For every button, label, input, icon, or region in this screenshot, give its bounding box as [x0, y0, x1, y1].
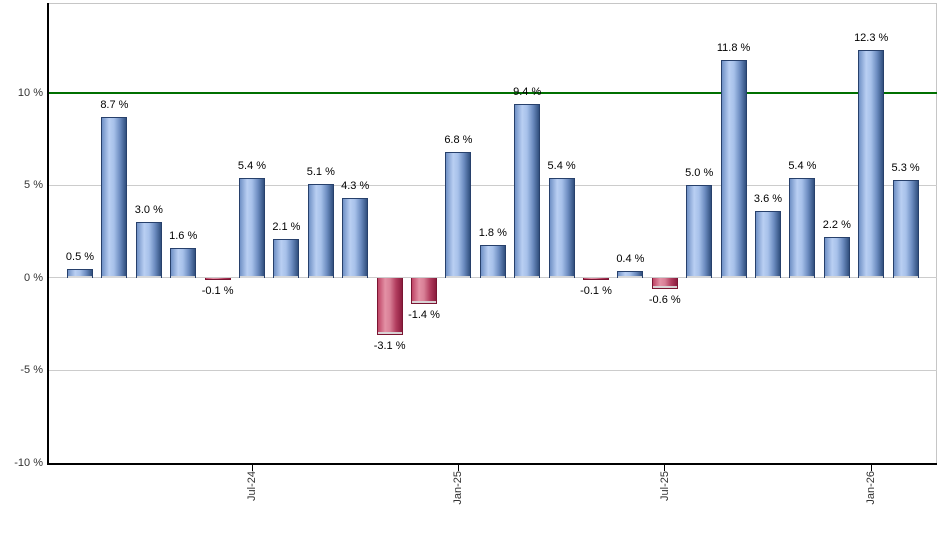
bar-bottom-cap	[721, 275, 746, 278]
x-tick-mark	[870, 465, 872, 471]
bar-bottom-cap	[343, 275, 368, 278]
bar	[376, 277, 403, 336]
bar-bottom-cap	[515, 275, 540, 278]
y-tick-label: 5 %	[24, 179, 43, 192]
x-tick-label: Jan-26	[865, 471, 878, 505]
bar	[479, 244, 506, 278]
bar	[411, 277, 437, 304]
bar-value-label: 2.1 %	[272, 221, 301, 234]
bar-value-label: -1.4 %	[408, 308, 440, 321]
bar-value-label: 5.1 %	[306, 165, 335, 178]
bar-value-label: 5.4 %	[788, 159, 817, 172]
bar-value-label: 4.3 %	[341, 180, 370, 193]
bar-bottom-cap	[136, 275, 161, 278]
bar-value-label: 1.6 %	[169, 230, 198, 243]
bar-bottom-cap	[893, 275, 918, 278]
bar-bottom-cap	[377, 332, 402, 335]
bar	[342, 198, 369, 278]
bar-bottom-cap	[687, 275, 712, 278]
y-tick-label: -5 %	[20, 364, 43, 377]
bar	[755, 211, 781, 278]
bar-value-label: -3.1 %	[373, 340, 406, 353]
bar-bottom-cap	[171, 275, 196, 278]
bar	[617, 270, 644, 278]
bar-value-label: 8.7 %	[100, 98, 129, 111]
x-tick-label: Jul-25	[658, 471, 671, 501]
gridline-0pct	[49, 277, 937, 279]
gridline--5pct	[49, 369, 937, 371]
bar-value-label: 9.4 %	[513, 85, 542, 98]
bar-bottom-cap	[446, 275, 471, 278]
bar	[858, 50, 885, 278]
bar	[273, 239, 300, 278]
bar-bottom-cap	[652, 286, 677, 288]
y-tick-label: 0 %	[24, 271, 43, 284]
bar-value-label: -0.1 %	[201, 284, 234, 297]
bar	[720, 59, 747, 278]
bar-bottom-cap	[790, 275, 815, 278]
bar	[789, 177, 816, 278]
bar-bottom-cap	[549, 275, 574, 278]
bar-bottom-cap	[859, 275, 884, 278]
bar	[892, 179, 919, 278]
y-axis-line	[47, 3, 49, 465]
bar	[583, 277, 609, 280]
x-tick-mark	[251, 465, 253, 471]
bar	[101, 116, 128, 278]
bar	[170, 248, 197, 278]
x-tick-label: Jul-24	[246, 471, 258, 501]
bar-value-label: -0.6 %	[648, 294, 681, 307]
bar-value-label: 3.6 %	[753, 193, 783, 206]
reference-line-10pct	[49, 91, 937, 94]
bar-value-label: 11.8 %	[716, 41, 751, 54]
bar	[548, 177, 575, 278]
x-axis-line	[47, 463, 937, 465]
bar-bottom-cap	[618, 275, 643, 278]
bar-value-label: 3.0 %	[134, 204, 163, 217]
bar	[445, 152, 472, 278]
bar-bottom-cap	[274, 275, 299, 278]
gridline-5pct	[49, 184, 937, 186]
bar-bottom-cap	[480, 275, 505, 278]
y-tick-label: -10 %	[14, 457, 43, 469]
plot-right-border	[936, 3, 937, 463]
bar-bottom-cap	[308, 275, 333, 278]
bar	[239, 177, 265, 278]
bar-bottom-cap	[240, 275, 264, 278]
bar	[204, 277, 231, 280]
bar	[514, 103, 541, 278]
bar-value-label: 0.5 %	[65, 250, 95, 263]
bar	[135, 222, 162, 278]
bar-value-label: 12.3 %	[854, 32, 889, 45]
y-tick-label: 10 %	[17, 86, 43, 99]
bar	[823, 237, 850, 278]
bar	[307, 183, 334, 278]
bar-bottom-cap	[102, 275, 127, 278]
plot-top-border	[49, 3, 937, 4]
bar-bottom-cap	[756, 275, 780, 278]
bar-bottom-cap	[68, 275, 92, 278]
bar-value-label: 5.3 %	[891, 161, 920, 174]
bar-value-label: 1.8 %	[478, 226, 507, 239]
x-tick-mark	[457, 465, 459, 471]
bar-value-label: -0.1 %	[580, 284, 612, 297]
x-tick-label: Jan-25	[452, 471, 465, 505]
bar-bottom-cap	[412, 300, 436, 303]
bar	[651, 277, 678, 289]
bar	[686, 185, 713, 278]
bar-value-label: 2.2 %	[822, 219, 851, 232]
bar-value-label: 5.4 %	[237, 159, 267, 172]
bar-bottom-cap	[824, 275, 849, 278]
bar-value-label: 0.4 %	[616, 252, 645, 265]
bar-value-label: 5.4 %	[547, 159, 576, 172]
bar-value-label: 5.0 %	[685, 167, 714, 180]
bar	[67, 268, 93, 278]
bar-value-label: 6.8 %	[444, 134, 473, 147]
x-tick-mark	[664, 465, 666, 471]
